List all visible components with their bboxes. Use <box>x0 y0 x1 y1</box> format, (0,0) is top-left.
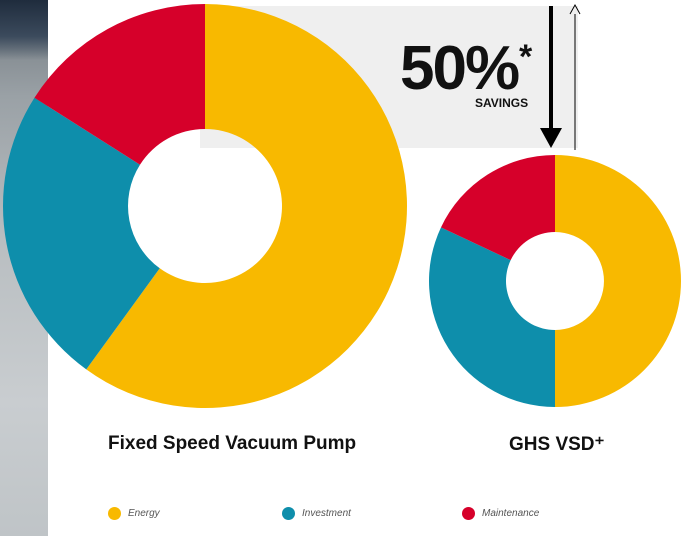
legend-label-investment: Investment <box>302 508 351 519</box>
legend-dot-energy <box>108 507 121 520</box>
fixed-speed-slice-maintenance <box>34 4 206 165</box>
savings-arrows <box>540 3 581 150</box>
donut-ghs-vsd <box>428 155 681 407</box>
savings-label: SAVINGS <box>475 96 529 110</box>
fixed-speed-slice-investment <box>2 97 160 370</box>
chart-title-ghs-vsd: GHS VSD⁺ <box>509 434 605 455</box>
fixed-speed-slice-energy <box>86 4 407 409</box>
ghs-vsd-slice-investment <box>428 227 555 407</box>
savings-value: 50% <box>400 34 520 103</box>
savings-asterisk: * <box>519 38 533 76</box>
chart-title-fixed-speed: Fixed Speed Vacuum Pump <box>108 433 357 454</box>
ghs-vsd-slice-energy <box>555 155 681 407</box>
donut-fixed-speed <box>2 4 407 409</box>
legend-dot-maintenance <box>462 507 475 520</box>
ghs-vsd-slice-maintenance <box>440 155 555 261</box>
legend-dot-investment <box>282 507 295 520</box>
legend-label-maintenance: Maintenance <box>482 508 540 519</box>
legend-label-energy: Energy <box>128 508 160 519</box>
